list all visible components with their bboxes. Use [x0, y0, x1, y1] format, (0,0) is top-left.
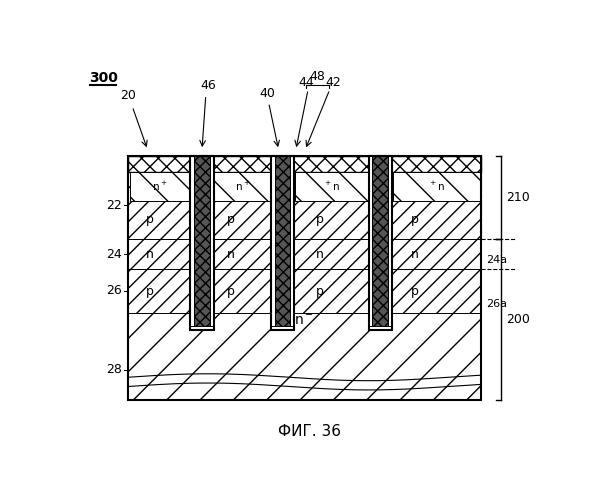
Text: $^+$n: $^+$n: [323, 180, 340, 193]
Text: 300: 300: [90, 70, 119, 85]
Bar: [271, 326, 294, 330]
Bar: [275, 156, 290, 326]
Text: 24a: 24a: [486, 255, 508, 265]
Bar: [368, 156, 392, 330]
Text: 28: 28: [106, 363, 122, 376]
Text: p: p: [227, 284, 235, 298]
Text: p: p: [411, 214, 419, 226]
Text: 26: 26: [106, 284, 122, 298]
Bar: [214, 172, 270, 201]
Text: n: n: [316, 248, 324, 260]
Bar: [295, 172, 368, 201]
Bar: [368, 156, 373, 330]
Bar: [191, 156, 194, 330]
Text: 48: 48: [310, 70, 325, 83]
Text: 42: 42: [325, 76, 341, 90]
Text: n$^+$: n$^+$: [235, 180, 250, 193]
Text: n$^+$: n$^+$: [152, 180, 168, 193]
Text: p: p: [316, 284, 324, 298]
Bar: [130, 172, 191, 201]
Text: 20: 20: [120, 90, 136, 102]
Bar: [128, 172, 481, 238]
Bar: [271, 156, 275, 330]
Bar: [290, 156, 294, 330]
Text: p: p: [411, 284, 419, 298]
Text: 44: 44: [298, 76, 313, 90]
Text: 26a: 26a: [486, 300, 508, 310]
Text: 200: 200: [506, 313, 529, 326]
Bar: [128, 270, 481, 312]
Text: 24: 24: [106, 248, 122, 260]
Bar: [210, 156, 214, 330]
Bar: [194, 156, 210, 326]
Text: p: p: [146, 214, 154, 226]
Bar: [191, 326, 214, 330]
Bar: [271, 156, 294, 330]
Text: n: n: [411, 248, 419, 260]
Bar: [368, 156, 392, 330]
Bar: [128, 238, 481, 270]
Bar: [271, 156, 294, 330]
Text: p: p: [227, 214, 235, 226]
Bar: [368, 326, 392, 330]
Text: 40: 40: [259, 87, 275, 100]
Bar: [128, 156, 481, 172]
Bar: [191, 156, 214, 330]
Bar: [388, 156, 392, 330]
Text: 46: 46: [200, 80, 216, 92]
Bar: [128, 312, 481, 400]
Text: 210: 210: [506, 191, 529, 204]
Text: p: p: [316, 214, 324, 226]
Bar: [393, 172, 480, 201]
Text: 22: 22: [106, 198, 122, 211]
Text: n$^-$: n$^-$: [294, 314, 314, 328]
Bar: [191, 156, 214, 330]
Bar: [128, 156, 481, 400]
Text: ФИГ. 36: ФИГ. 36: [278, 424, 341, 438]
Bar: [373, 156, 388, 326]
Text: n: n: [227, 248, 235, 260]
Text: p: p: [146, 284, 154, 298]
Text: n: n: [146, 248, 154, 260]
Text: $^+$n: $^+$n: [428, 180, 445, 193]
